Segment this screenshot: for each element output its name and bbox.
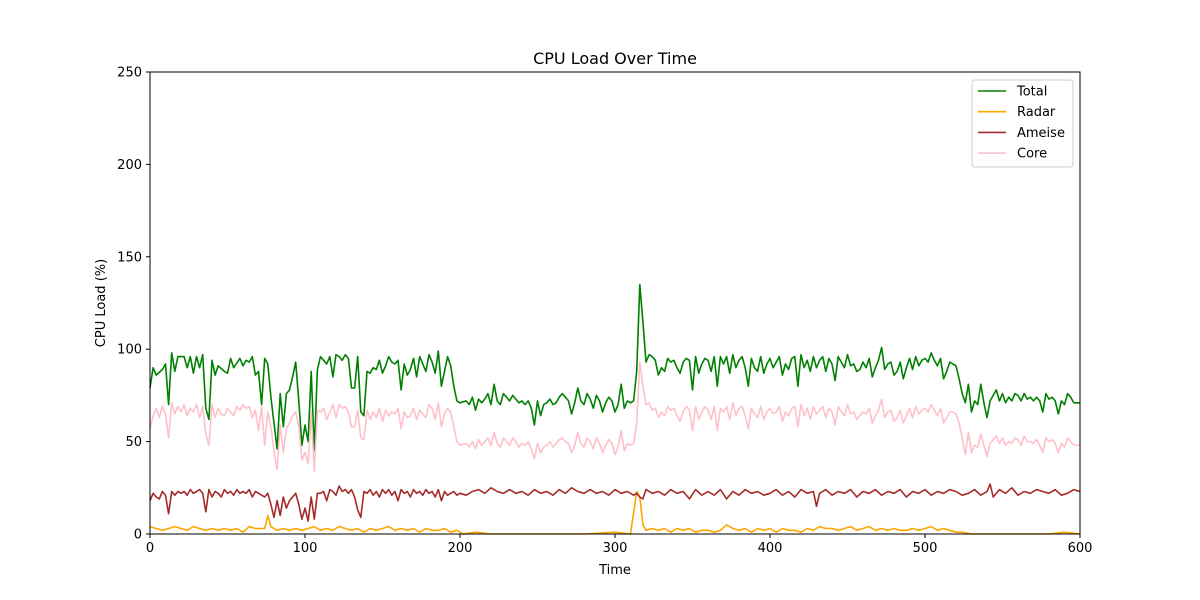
legend-label-ameise: Ameise (1017, 126, 1065, 141)
x-tick-label: 500 (913, 541, 938, 556)
plot-lines (149, 283, 1081, 535)
y-tick-label: 150 (117, 250, 142, 265)
x-tick-label: 200 (448, 541, 473, 556)
series-line-ameise (149, 483, 1081, 522)
y-tick-label: 200 (117, 158, 142, 173)
legend-box (971, 79, 1074, 168)
series-line-radar (149, 490, 1081, 535)
y-axis-ticks: 0 50 100 150 200 250 (117, 66, 150, 543)
x-axis-ticks: 0 100 200 300 400 500 600 (146, 534, 1093, 556)
y-tick-label: 250 (117, 66, 142, 81)
legend-label-core: Core (1017, 147, 1047, 162)
series-line-core (149, 361, 1080, 472)
x-tick-label: 100 (293, 541, 318, 556)
chart-title: CPU Load Over Time (533, 49, 697, 68)
y-tick-label: 0 (134, 528, 142, 543)
y-axis-label: CPU Load (%) (94, 259, 109, 347)
legend-label-radar: Radar (1017, 105, 1056, 120)
legend: Total Radar Ameise Core (971, 79, 1074, 168)
x-tick-label: 0 (146, 541, 154, 556)
y-tick-label: 50 (125, 435, 142, 450)
x-tick-label: 600 (1068, 541, 1093, 556)
y-tick-label: 100 (117, 343, 142, 358)
x-tick-label: 400 (758, 541, 783, 556)
x-tick-label: 300 (603, 541, 628, 556)
series-line-total (149, 283, 1080, 452)
x-axis-label: Time (598, 563, 631, 578)
legend-label-total: Total (1016, 85, 1047, 100)
